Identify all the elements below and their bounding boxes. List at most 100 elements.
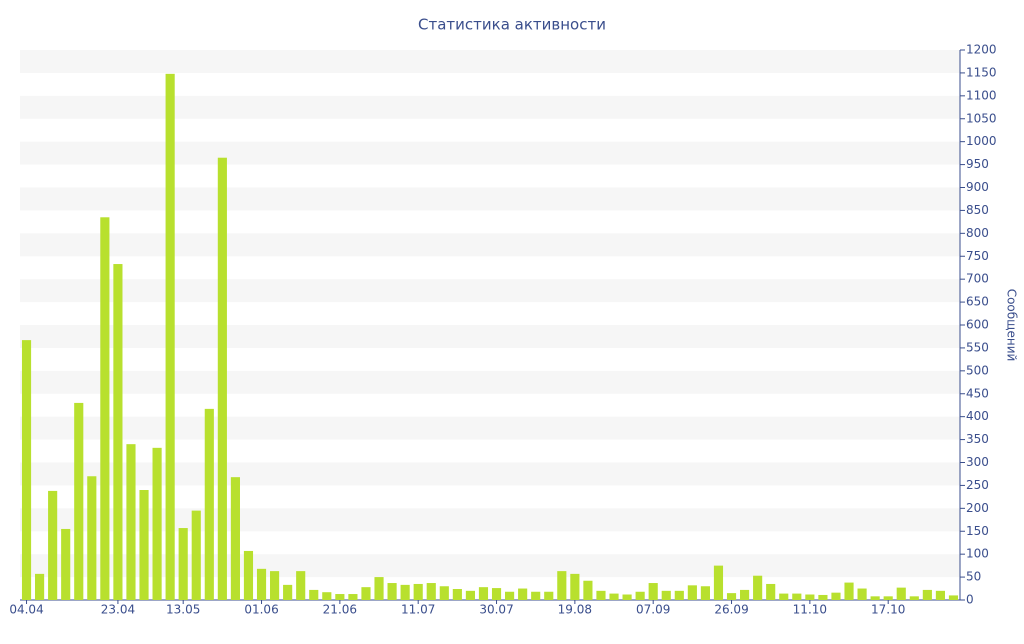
- bar: [857, 588, 867, 600]
- bar: [531, 591, 541, 600]
- x-tick-label: 19.08: [558, 603, 592, 617]
- grid-band: [20, 50, 960, 73]
- bar: [609, 593, 619, 600]
- bar: [322, 592, 332, 600]
- bar: [544, 591, 554, 600]
- y-tick-label: 700: [966, 272, 989, 286]
- bar: [361, 587, 371, 600]
- bar: [505, 591, 515, 600]
- y-tick-label: 1150: [966, 65, 997, 79]
- y-tick-label: 200: [966, 501, 989, 515]
- grid-band: [20, 141, 960, 165]
- x-tick-label: 30.07: [479, 603, 513, 617]
- bar: [191, 510, 201, 600]
- y-tick-label: 600: [966, 318, 989, 332]
- bar: [661, 590, 671, 600]
- chart-title: Статистика активности: [418, 16, 606, 34]
- bar: [779, 593, 789, 600]
- bar: [283, 584, 293, 600]
- bar: [374, 577, 384, 600]
- y-tick-label: 1200: [966, 43, 997, 57]
- bar: [426, 583, 436, 600]
- bar: [491, 588, 502, 600]
- grid-band: [20, 279, 960, 303]
- bar: [583, 580, 593, 600]
- y-tick-label: 500: [966, 363, 989, 377]
- y-tick-label: 50: [966, 570, 981, 584]
- bar: [766, 583, 776, 600]
- bar: [296, 571, 306, 600]
- bar: [309, 589, 319, 600]
- bar: [152, 447, 162, 600]
- bar: [518, 588, 528, 600]
- y-tick-label: 1100: [966, 88, 997, 102]
- grid-band: [20, 233, 960, 257]
- bar: [792, 593, 802, 600]
- bar: [596, 590, 606, 600]
- bar: [113, 264, 123, 600]
- y-tick-label: 800: [966, 226, 989, 240]
- grid-band: [20, 462, 960, 486]
- bar: [726, 593, 737, 600]
- x-tick-label: 17.10: [871, 603, 905, 617]
- bar: [635, 591, 645, 600]
- x-tick-label: 01.06: [244, 603, 278, 617]
- y-tick-label: 450: [966, 386, 989, 400]
- bar: [178, 528, 188, 600]
- bar: [713, 565, 724, 600]
- bar: [217, 157, 227, 601]
- bar: [740, 589, 750, 600]
- bar: [753, 575, 763, 600]
- y-tick-label: 550: [966, 340, 989, 354]
- bar: [74, 402, 84, 600]
- y-tick-label: 100: [966, 547, 989, 561]
- y-tick-label: 1000: [966, 134, 997, 148]
- x-tick-label: 23.04: [101, 603, 135, 617]
- bar: [165, 73, 175, 601]
- x-tick-label: 13.05: [166, 603, 200, 617]
- x-tick-label: 04.04: [9, 603, 43, 617]
- bar: [139, 490, 149, 600]
- bar: [700, 586, 710, 600]
- bar: [270, 571, 280, 600]
- bar: [243, 550, 254, 600]
- y-tick-label: 150: [966, 524, 989, 538]
- bar: [570, 573, 580, 600]
- grid-band: [20, 416, 960, 440]
- bar: [35, 573, 45, 600]
- bar: [622, 594, 632, 600]
- bar: [439, 586, 449, 600]
- bar: [648, 583, 658, 600]
- grid-band: [20, 508, 960, 532]
- bar: [465, 590, 475, 600]
- y-axis-label: Сообщений: [1005, 289, 1019, 362]
- grid-band: [20, 554, 960, 578]
- y-tick-label: 650: [966, 295, 989, 309]
- y-tick-label: 0: [966, 593, 974, 607]
- bar: [883, 596, 893, 600]
- bar: [400, 584, 410, 600]
- x-tick-label: 26.09: [714, 603, 748, 617]
- x-tick-label: 21.06: [323, 603, 357, 617]
- grid-band: [20, 325, 960, 348]
- grid-band: [20, 370, 960, 394]
- y-tick-label: 400: [966, 409, 989, 423]
- bar: [687, 585, 697, 600]
- bar: [413, 583, 423, 600]
- bar: [909, 596, 919, 600]
- bar: [48, 490, 58, 600]
- bar: [452, 589, 462, 600]
- y-tick-label: 300: [966, 455, 989, 469]
- bar: [557, 571, 567, 600]
- bar: [805, 594, 815, 600]
- y-tick-label: 750: [966, 249, 989, 263]
- bar: [230, 477, 240, 600]
- y-tick-label: 850: [966, 203, 989, 217]
- bar: [818, 594, 828, 600]
- y-tick-label: 1050: [966, 111, 997, 125]
- grid-band: [20, 95, 960, 119]
- bar: [674, 590, 684, 600]
- x-tick-label: 11.10: [793, 603, 827, 617]
